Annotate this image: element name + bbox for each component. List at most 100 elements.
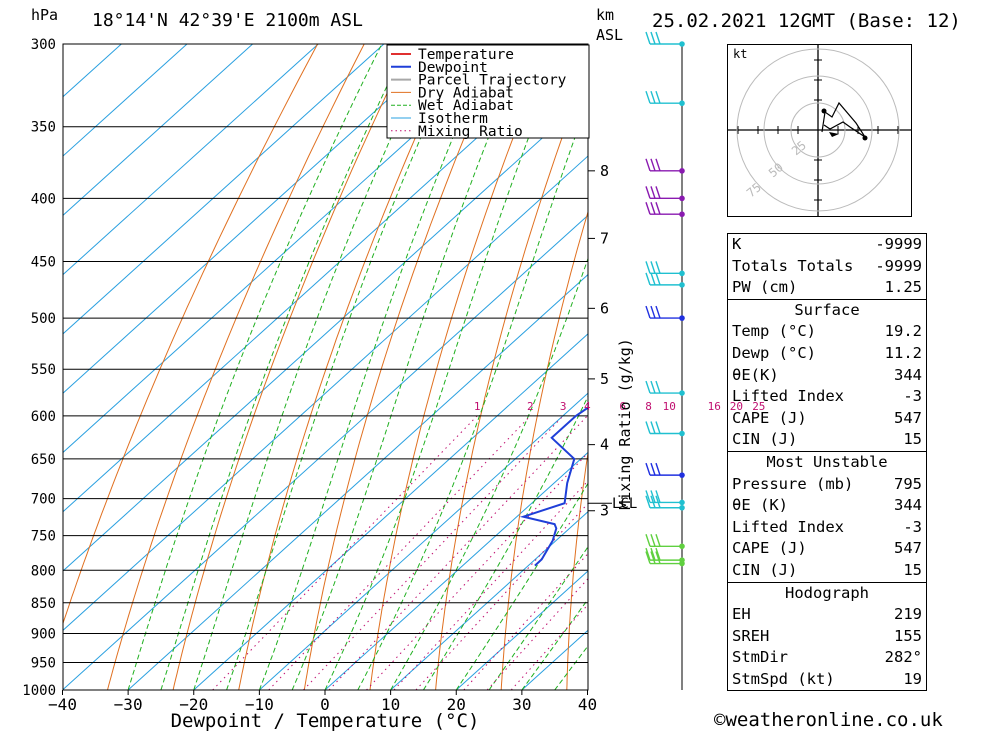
- hodo-trace: [821, 101, 866, 138]
- barb-feather: [655, 186, 661, 199]
- height-tick-label: 4: [600, 436, 609, 454]
- storm-motion-arrow: [829, 132, 839, 137]
- barb-feather: [645, 186, 651, 199]
- index-row: CAPE (J) 547: [732, 539, 922, 558]
- barb-dot: [679, 430, 685, 437]
- pressure-tick-label: 300: [31, 37, 56, 53]
- barb-feather: [655, 305, 661, 319]
- mixing-ratio-label: 10: [663, 400, 676, 413]
- mixing-ratio-label: 1: [474, 400, 481, 413]
- mixing-ratio-label: 3: [560, 400, 567, 413]
- axes-labels: 3003504004505005506006507007508008509009…: [22, 37, 597, 714]
- dry-adiabat: [369, 44, 551, 690]
- barb-feather: [645, 261, 651, 274]
- dry-adiabat: [990, 44, 1000, 690]
- dry-adiabat: [632, 44, 736, 690]
- barb-feather: [655, 551, 661, 564]
- x-axis-title: Dewpoint / Temperature (°C): [171, 710, 480, 732]
- barb-feather: [650, 158, 656, 172]
- barb-feather: [650, 201, 656, 215]
- index-row: StmSpd (kt) 19: [732, 669, 922, 688]
- wind-barb: [645, 90, 685, 107]
- index-row: CIN (J) 15: [732, 430, 922, 449]
- legend-label: Isotherm: [418, 111, 488, 127]
- index-row: Lifted Index -3: [732, 387, 922, 406]
- pressure-tick-label: 350: [31, 120, 56, 136]
- barb-feather: [650, 462, 656, 476]
- barb-feather: [645, 551, 651, 564]
- barb-dot: [679, 41, 685, 47]
- copyright-link[interactable]: ©weatheronline.co.uk: [714, 709, 943, 731]
- barb-dot: [679, 390, 685, 396]
- sounding-curves: [519, 406, 588, 567]
- isotherm: [193, 333, 588, 690]
- height-tick-label: 8: [600, 162, 609, 180]
- barb-feather: [645, 495, 651, 508]
- barb-dot: [679, 282, 685, 288]
- legend-label: Dewpoint: [418, 60, 488, 76]
- barb-feather: [645, 462, 651, 476]
- indices-table: K -9999 Totals Totals -9999 PW (cm) 1.25 Su…: [727, 233, 927, 692]
- barb-feather: [655, 90, 661, 104]
- pressure-tick-label: 550: [31, 362, 56, 378]
- x-tick-label: −10: [245, 695, 274, 714]
- barb-dot: [679, 270, 685, 277]
- wet-adiabat: [258, 44, 494, 690]
- isotherm: [63, 44, 188, 157]
- barb-dot: [679, 315, 685, 321]
- height-tick-label: 5: [600, 370, 609, 388]
- wind-barb: [645, 462, 685, 478]
- barb-dot: [679, 543, 685, 550]
- barb-dot: [679, 499, 685, 506]
- section-title: Hodograph: [785, 583, 869, 602]
- wet-adiabat: [488, 545, 588, 690]
- isotherm: [324, 451, 588, 690]
- barb-feather: [645, 547, 651, 561]
- hodo-ring-75: 75: [744, 180, 764, 200]
- hodo-unit: kt: [733, 47, 747, 61]
- index-row: PW (cm) 1.25: [732, 278, 922, 297]
- height-tick-label: 7: [600, 229, 609, 247]
- wind-barb: [645, 305, 685, 321]
- lcl-label: LCL: [612, 496, 637, 512]
- mixing-ratio-label: 20: [730, 400, 743, 413]
- pressure-tick-label: 600: [31, 409, 56, 425]
- isotherm: [63, 155, 588, 631]
- mixing-ratio-label: 4: [584, 400, 591, 413]
- index-row: SREH 155: [732, 626, 922, 645]
- barb-feather: [650, 380, 656, 394]
- barb-feather: [650, 421, 656, 434]
- pressure-unit-label: hPa: [31, 6, 59, 24]
- section-title: Surface: [794, 300, 860, 319]
- wind-barb: [645, 495, 685, 511]
- barb-feather: [655, 272, 661, 286]
- isotherm: [63, 44, 319, 276]
- pressure-tick-label: 850: [31, 596, 56, 612]
- mixing-ratio-labels: 1 2 3 4 6 8 10 16 20 25: [474, 400, 766, 413]
- barb-feather: [650, 261, 656, 274]
- wind-barb: [645, 158, 685, 174]
- mixing-ratio-line: [463, 552, 588, 690]
- wind-barb: [645, 201, 685, 218]
- barb-dot: [679, 472, 685, 478]
- wind-barb: [645, 261, 685, 277]
- barb-dot: [679, 211, 685, 218]
- barb-feather: [655, 380, 661, 394]
- legend-label: Mixing Ratio: [418, 124, 523, 140]
- index-row: Totals Totals -9999: [732, 256, 922, 275]
- pressure-tick-label: 400: [31, 191, 56, 207]
- barb-feather: [650, 186, 656, 199]
- wind-barb: [645, 551, 685, 567]
- wind-barb: [645, 534, 685, 550]
- isotherm: [63, 214, 588, 690]
- barb-feather: [645, 421, 651, 434]
- pressure-tick-label: 900: [31, 626, 56, 642]
- legend-label: Parcel Trajectory: [418, 73, 567, 89]
- barb-feather: [650, 495, 656, 508]
- indices-surface: Surface Temp (°C) 19.2 Dewp (°C) 11.2 θE(K…: [727, 299, 927, 452]
- height-unit-label-asl: ASL: [596, 26, 624, 44]
- index-row: K -9999: [732, 235, 922, 253]
- section-title: Most Unstable: [766, 452, 888, 471]
- wind-barb: [645, 547, 685, 563]
